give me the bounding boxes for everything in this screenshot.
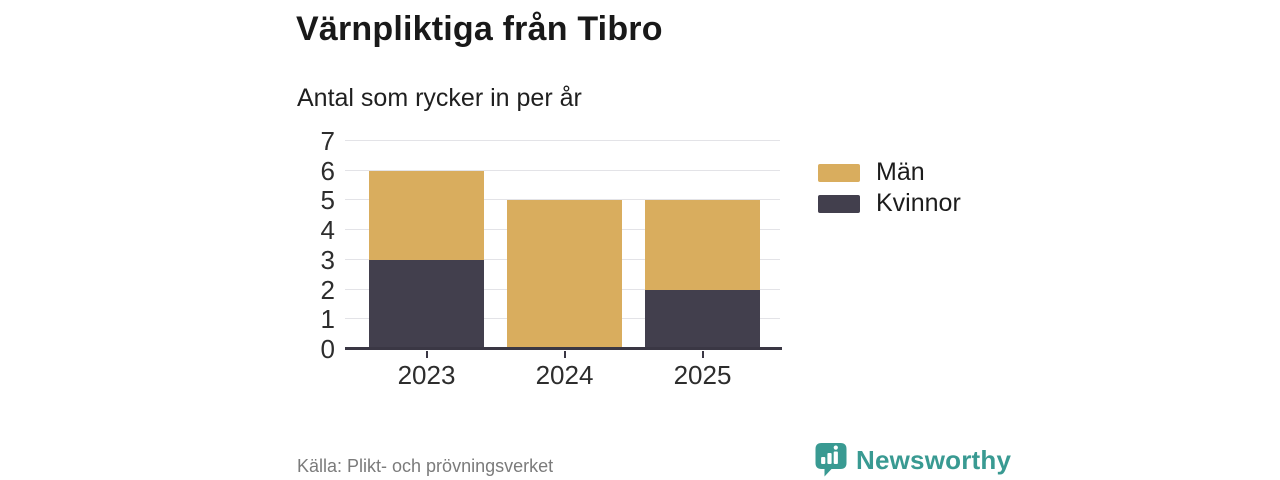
page-title: Värnpliktiga från Tibro — [296, 10, 663, 48]
bar-segment-2024-män — [507, 200, 622, 349]
newsworthy-logo-icon — [815, 443, 847, 477]
x-tick-mark — [425, 351, 428, 358]
x-axis-line — [345, 347, 782, 350]
y-tick-label: 6 — [320, 155, 335, 186]
y-tick-label: 0 — [320, 334, 335, 364]
x-tick-label: 2024 — [535, 360, 594, 390]
legend: Män Kvinnor — [818, 157, 961, 219]
bar-segment-2025-kvinnor — [645, 289, 760, 349]
bar-segment-2025-män — [645, 200, 760, 290]
x-tick-label: 2025 — [673, 360, 732, 390]
legend-label: Kvinnor — [876, 189, 961, 217]
legend-swatch — [818, 163, 860, 182]
y-tick-label: 3 — [320, 244, 335, 275]
bar-segment-2023-män — [369, 170, 484, 260]
brand-name: Newsworthy — [856, 444, 1012, 475]
chart-subtitle: Antal som rycker in per år — [297, 84, 582, 112]
y-tick-label: 5 — [320, 185, 335, 216]
brand-lockup: Newsworthy — [814, 442, 1011, 478]
source-text: Källa: Plikt- och prövningsverket — [297, 456, 554, 476]
y-tick-label: 2 — [320, 274, 335, 305]
legend-swatch — [818, 194, 860, 213]
gridline — [345, 199, 780, 201]
legend-item-män: Män — [818, 157, 961, 188]
x-tick-label: 2023 — [397, 360, 456, 390]
y-tick-label: 1 — [320, 304, 335, 335]
y-tick-label: 7 — [320, 126, 335, 156]
x-tick-mark — [701, 351, 704, 358]
legend-label: Män — [876, 158, 925, 186]
gridline — [345, 169, 780, 171]
gridline — [345, 140, 780, 141]
legend-item-kvinnor: Kvinnor — [818, 188, 961, 219]
y-tick-label: 4 — [320, 215, 335, 246]
x-tick-mark — [563, 351, 566, 358]
bar-segment-2023-kvinnor — [369, 259, 484, 349]
